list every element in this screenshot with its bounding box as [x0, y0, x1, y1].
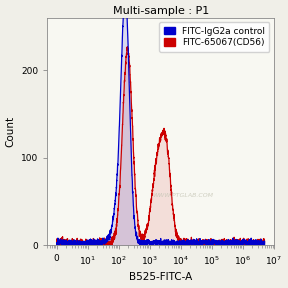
X-axis label: B525-FITC-A: B525-FITC-A — [129, 272, 192, 283]
Y-axis label: Count: Count — [5, 116, 16, 147]
Legend: FITC-IgG2a control, FITC-65067(CD56): FITC-IgG2a control, FITC-65067(CD56) — [159, 22, 269, 52]
Title: Multi-sample : P1: Multi-sample : P1 — [113, 5, 209, 16]
Text: WWW.PTGLAB.COM: WWW.PTGLAB.COM — [153, 193, 214, 198]
